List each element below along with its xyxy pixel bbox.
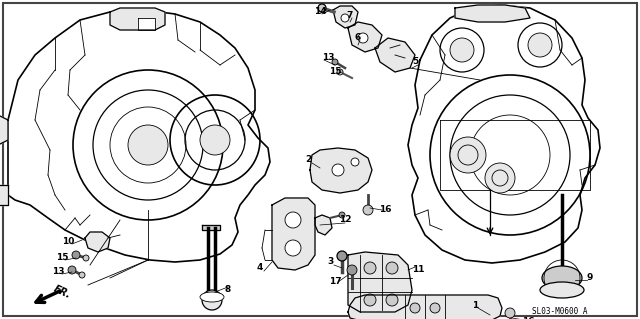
- Ellipse shape: [347, 265, 357, 275]
- Text: FR.: FR.: [52, 283, 72, 300]
- Ellipse shape: [450, 137, 486, 173]
- Text: 11: 11: [412, 265, 424, 275]
- Ellipse shape: [358, 33, 368, 43]
- Polygon shape: [310, 148, 372, 193]
- Text: 1: 1: [472, 300, 478, 309]
- Text: 2: 2: [305, 155, 311, 165]
- Polygon shape: [0, 185, 8, 205]
- Text: 14: 14: [314, 8, 326, 17]
- Text: 15: 15: [56, 254, 68, 263]
- Text: 15: 15: [329, 68, 341, 77]
- Ellipse shape: [337, 251, 347, 261]
- Polygon shape: [375, 38, 415, 72]
- Polygon shape: [455, 5, 530, 22]
- Text: 5: 5: [412, 57, 418, 66]
- Ellipse shape: [450, 38, 474, 62]
- Polygon shape: [348, 22, 382, 52]
- Polygon shape: [110, 8, 165, 30]
- Text: 10: 10: [62, 238, 74, 247]
- Ellipse shape: [363, 205, 373, 215]
- Ellipse shape: [79, 272, 85, 278]
- Ellipse shape: [332, 59, 338, 65]
- Polygon shape: [138, 18, 155, 30]
- Ellipse shape: [351, 158, 359, 166]
- Text: 16: 16: [379, 205, 391, 214]
- Ellipse shape: [68, 266, 76, 274]
- Ellipse shape: [528, 33, 552, 57]
- Text: 17: 17: [329, 278, 341, 286]
- Ellipse shape: [540, 282, 584, 298]
- Ellipse shape: [386, 262, 398, 274]
- Polygon shape: [348, 295, 502, 319]
- Text: 4: 4: [257, 263, 263, 272]
- Ellipse shape: [200, 292, 224, 302]
- Ellipse shape: [128, 125, 168, 165]
- Polygon shape: [272, 198, 315, 270]
- Ellipse shape: [318, 4, 326, 12]
- Text: 16: 16: [522, 317, 534, 319]
- Polygon shape: [0, 115, 8, 145]
- Text: 12: 12: [339, 216, 351, 225]
- Text: 8: 8: [225, 286, 231, 294]
- Ellipse shape: [485, 163, 515, 193]
- Text: 9: 9: [587, 273, 593, 283]
- Ellipse shape: [72, 251, 80, 259]
- Text: 7: 7: [347, 11, 353, 19]
- Ellipse shape: [285, 212, 301, 228]
- Ellipse shape: [505, 308, 515, 318]
- Ellipse shape: [202, 290, 222, 310]
- Text: 6: 6: [355, 33, 361, 42]
- Ellipse shape: [410, 303, 420, 313]
- Text: 13: 13: [52, 268, 64, 277]
- Ellipse shape: [386, 294, 398, 306]
- Ellipse shape: [430, 303, 440, 313]
- Ellipse shape: [337, 69, 343, 75]
- Ellipse shape: [364, 262, 376, 274]
- Ellipse shape: [341, 14, 349, 22]
- Ellipse shape: [285, 240, 301, 256]
- Ellipse shape: [339, 212, 345, 218]
- Polygon shape: [333, 6, 358, 28]
- Ellipse shape: [200, 125, 230, 155]
- Text: 13: 13: [322, 54, 334, 63]
- Text: SL03-M0600 A: SL03-M0600 A: [532, 308, 588, 316]
- Ellipse shape: [364, 294, 376, 306]
- Ellipse shape: [542, 266, 582, 290]
- Ellipse shape: [83, 255, 89, 261]
- Polygon shape: [85, 232, 110, 252]
- Polygon shape: [348, 252, 412, 312]
- Polygon shape: [202, 225, 220, 230]
- Polygon shape: [315, 215, 332, 235]
- Ellipse shape: [332, 164, 344, 176]
- Text: 3: 3: [327, 257, 333, 266]
